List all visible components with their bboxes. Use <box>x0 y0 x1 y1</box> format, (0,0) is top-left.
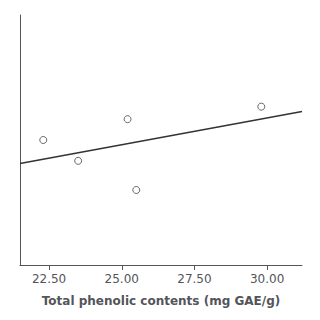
svg-text:22.50: 22.50 <box>32 272 66 286</box>
svg-text:Total phenolic contents (mg GA: Total phenolic contents (mg GAE/g) <box>42 294 280 308</box>
svg-text:30.00: 30.00 <box>250 272 284 286</box>
svg-text:27.50: 27.50 <box>177 272 211 286</box>
svg-text:25.00: 25.00 <box>105 272 139 286</box>
